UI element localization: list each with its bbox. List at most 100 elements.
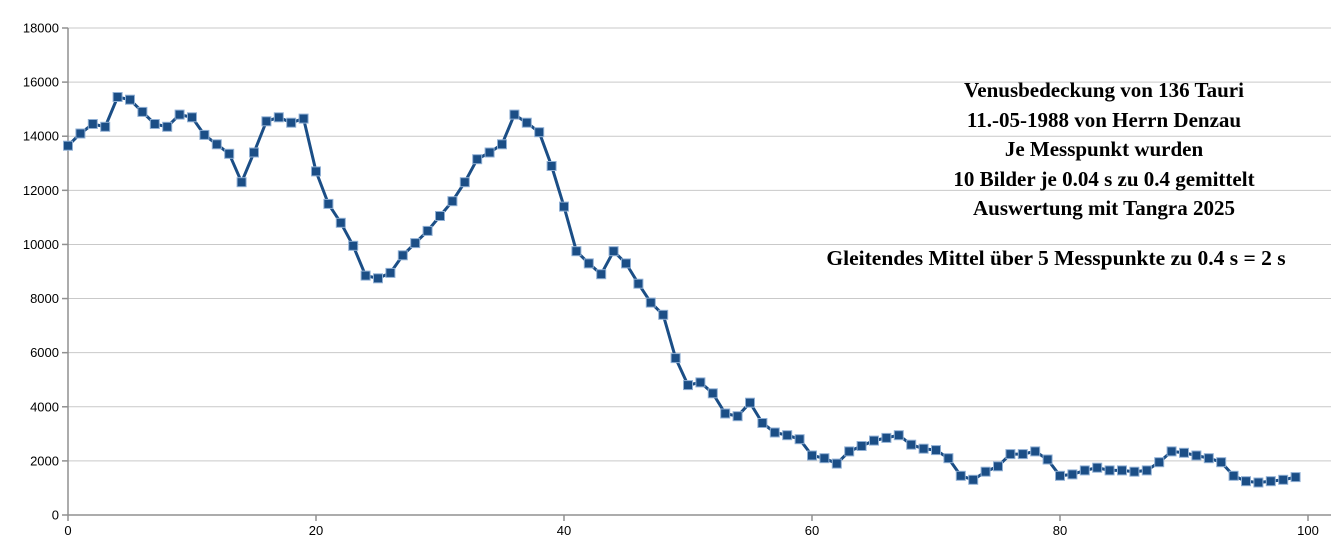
data-point-65 [869,435,879,446]
data-point-26 [385,267,396,278]
data-point-28 [410,238,421,249]
data-point-22 [335,217,346,228]
data-point-10 [187,112,197,123]
data-point-47 [645,297,656,308]
data-point-44 [608,246,619,257]
data-series-line [66,95,1296,484]
data-point-31 [447,196,458,207]
data-point-74 [980,466,991,477]
data-point-17 [273,112,284,123]
data-point-72 [955,470,966,481]
data-point-45 [621,258,631,269]
data-point-18 [286,117,297,128]
data-point-70 [931,445,941,456]
data-point-8 [162,121,173,132]
data-point-16 [261,116,272,127]
data-point-64 [856,441,867,451]
y-tick-label-14000: 14000 [23,129,59,144]
y-tick-label-6000: 6000 [30,345,59,360]
x-tick-label-60: 60 [805,523,819,538]
title-line-4: 10 Bilder je 0.04 s zu 0.4 gemittelt [953,166,1255,191]
data-point-30 [435,211,445,221]
data-point-19 [298,113,309,124]
title-line-5: Auswertung mit Tangra 2025 [973,196,1235,221]
data-point-43 [596,269,607,280]
data-point-85 [1117,465,1127,476]
y-tick-label-0: 0 [52,508,59,523]
data-point-63 [844,446,855,457]
data-point-50 [683,380,693,391]
data-point-25 [373,273,383,284]
data-point-41 [571,246,582,257]
data-point-73 [968,474,979,485]
x-tick-label-40: 40 [557,523,571,538]
y-tick-label-10000: 10000 [23,237,59,252]
data-point-33 [472,154,483,165]
data-point-24 [360,270,371,281]
y-tick-label-8000: 8000 [30,291,59,306]
data-point-58 [782,430,793,441]
y-tick-label-4000: 4000 [30,399,59,414]
data-point-82 [1079,465,1090,476]
data-point-11 [199,129,210,140]
data-point-79 [1042,454,1053,465]
data-point-48 [658,309,669,320]
data-point-34 [484,147,495,158]
y-tick-label-16000: 16000 [23,75,59,90]
data-point-95 [1241,476,1251,487]
data-point-42 [583,258,594,269]
data-point-52 [707,388,718,399]
data-point-7 [149,119,160,129]
data-point-67 [893,430,904,441]
data-point-71 [943,453,954,464]
data-point-35 [497,139,507,150]
data-point-60 [807,450,817,461]
data-point-1 [75,128,86,139]
data-point-2 [87,119,98,129]
data-point-12 [211,139,222,150]
data-point-88 [1154,457,1165,468]
data-point-36 [509,109,520,120]
data-point-83 [1092,462,1103,473]
data-point-3 [100,121,111,132]
data-point-66 [881,432,892,443]
data-point-75 [993,461,1003,472]
title-line-1: Venusbedeckung von 136 Tauri [964,78,1244,102]
data-point-61 [819,453,830,464]
data-point-92 [1203,453,1214,464]
data-point-57 [769,427,780,438]
y-tick-label-12000: 12000 [23,183,59,198]
data-point-5 [125,94,135,105]
data-point-69 [918,443,929,454]
data-point-77 [1017,449,1028,460]
data-point-93 [1216,457,1227,468]
data-point-86 [1129,466,1140,477]
data-point-49 [670,353,681,364]
data-point-97 [1265,476,1276,487]
data-point-99 [1290,472,1301,483]
data-point-15 [249,147,259,158]
x-tick-label-20: 20 [309,523,323,538]
data-point-4 [112,92,123,102]
title-line-2: 11.-05-1988 von Herrn Denzau [966,107,1242,132]
smoothing-note: Gleitendes Mittel über 5 Messpunkte zu 0… [826,246,1286,270]
data-point-38 [534,127,545,138]
data-point-94 [1228,470,1239,481]
data-point-32 [459,177,470,188]
data-point-84 [1104,465,1115,476]
x-tick-label-100: 100 [1297,523,1319,538]
data-point-29 [422,225,433,236]
data-point-21 [323,198,334,209]
data-point-13 [224,148,235,159]
data-point-20 [311,166,321,177]
data-point-51 [695,377,706,388]
data-point-54 [732,411,743,422]
data-point-81 [1067,469,1078,480]
data-point-91 [1191,450,1202,461]
data-point-62 [831,458,842,469]
data-point-9 [174,109,185,120]
data-point-27 [397,250,408,261]
y-tick-label-2000: 2000 [30,453,59,468]
